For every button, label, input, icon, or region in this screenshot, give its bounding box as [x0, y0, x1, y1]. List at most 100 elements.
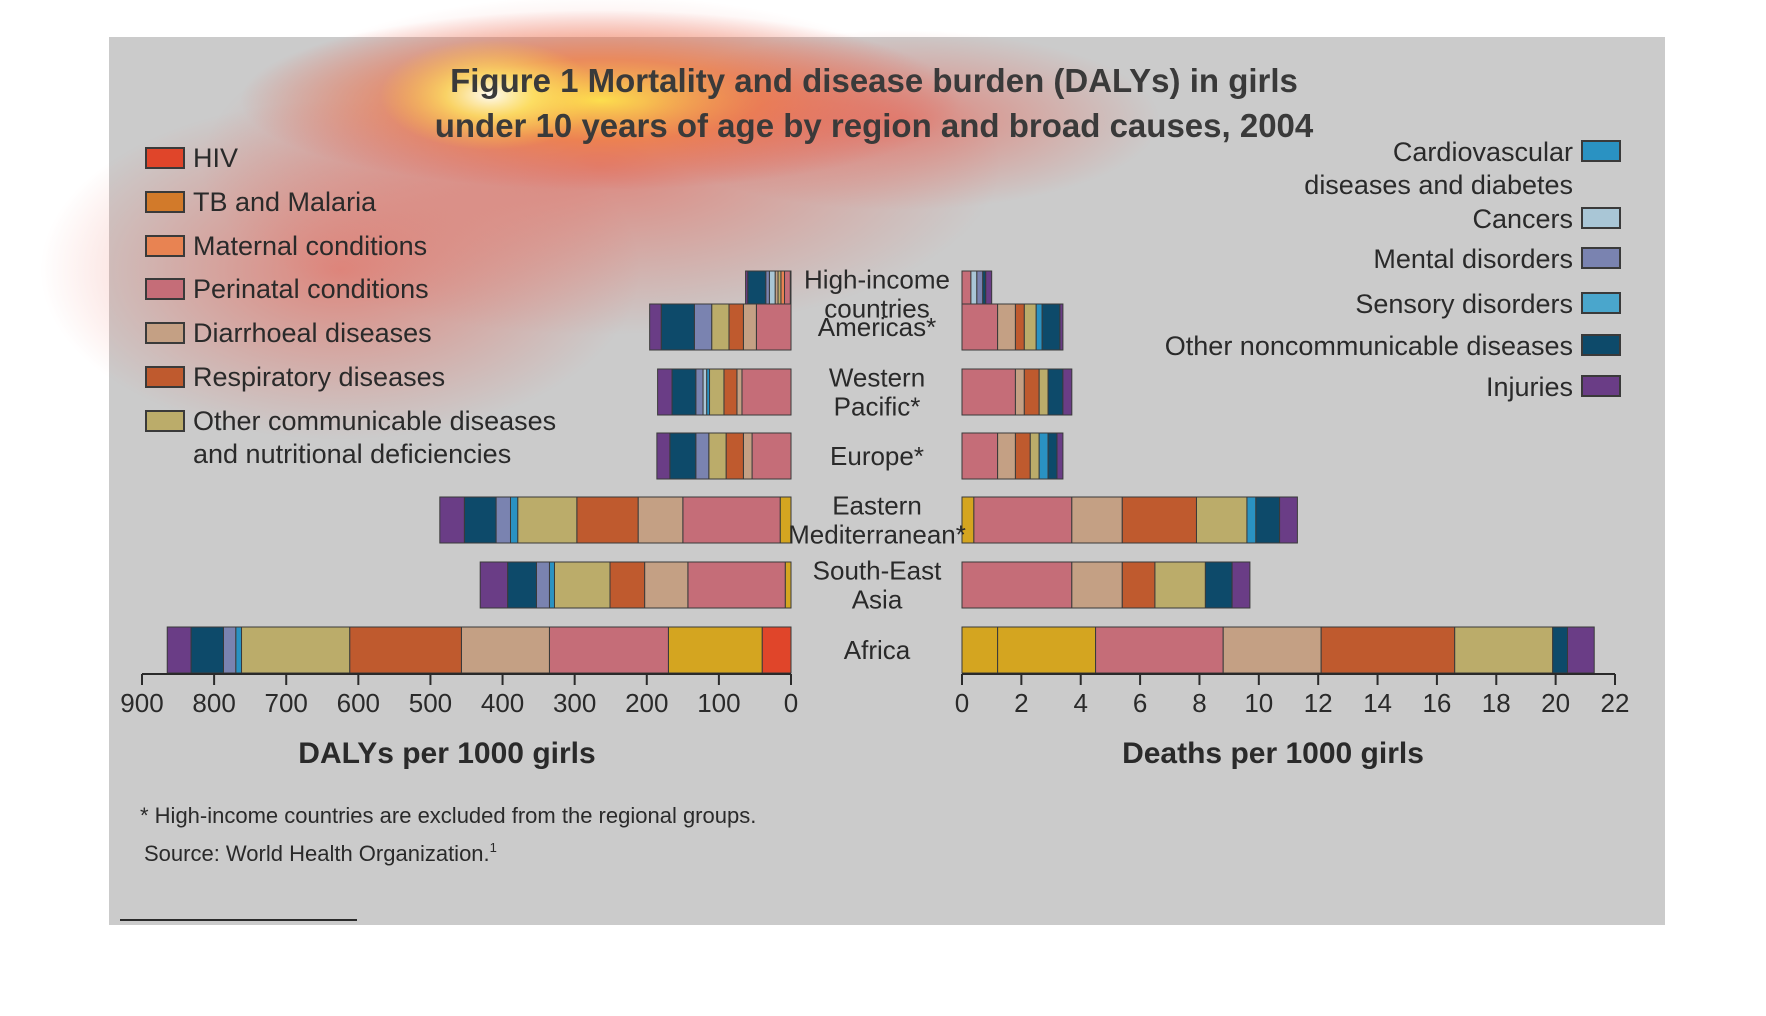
region-label-line: Europe* [830, 441, 924, 471]
deaths-x-axis: 0 2 4 6 8 10 12 14 16 18 20 22 Deaths per 1000 girls [955, 673, 1629, 770]
deaths-tick-label: 6 [1133, 688, 1147, 718]
dalys-bar-segment [728, 303, 744, 351]
deaths-bar-segment [1029, 432, 1040, 480]
dalys-tick-label: 600 [337, 688, 380, 718]
dalys-bar-segment [693, 303, 713, 351]
dalys-bar-segment [235, 626, 243, 674]
dalys-bar-segment [736, 368, 743, 416]
legend-item: Cancers [1472, 204, 1621, 234]
source-note: Source: World Health Organization.1 [144, 840, 497, 866]
dalys-bar-segment [609, 561, 646, 609]
dalys-bar-segment [517, 496, 578, 544]
region-label: Eastern Mediterranean* [788, 491, 966, 550]
deaths-tick-label: 16 [1422, 688, 1451, 718]
deaths-bar-segment [1222, 626, 1322, 674]
dalys-bar-row [166, 626, 792, 674]
deaths-bar-segment [1204, 561, 1233, 609]
legend-swatch [145, 191, 185, 213]
legend-label: Other communicable diseases and nutrition… [193, 406, 556, 469]
legend-swatch [1581, 292, 1621, 314]
legend-item: TB and Malaria [145, 187, 377, 217]
deaths-bar-segment [961, 303, 999, 351]
dalys-bar-segment [548, 561, 555, 609]
legend-item: HIV [145, 143, 238, 173]
legend-label: HIV [193, 143, 238, 173]
deaths-tick-label: 14 [1363, 688, 1392, 718]
dalys-bar-segment [576, 496, 639, 544]
dalys-tick-label: 500 [409, 688, 452, 718]
legend-label-line: Injuries [1486, 372, 1573, 402]
deaths-bar-row [961, 561, 1251, 609]
region-label: Europe* [830, 441, 924, 471]
legend-label: Sensory disorders [1355, 289, 1573, 319]
legend-swatch [1581, 140, 1621, 162]
legend-item: Cardiovascular diseases and diabetes [1304, 137, 1621, 200]
region-label-line: Pacific* [834, 392, 921, 422]
deaths-chart: 0 2 4 6 8 10 12 14 16 18 20 22 Deaths per 1000 girls [955, 270, 1629, 770]
deaths-bar-segment [1014, 368, 1025, 416]
heat-core [380, 40, 600, 150]
legend-label-line: Maternal conditions [193, 231, 427, 261]
legend-label: Perinatal conditions [193, 274, 429, 304]
legend-item: Mental disorders [1373, 244, 1621, 274]
deaths-tick-label: 8 [1192, 688, 1206, 718]
legend-swatch [1581, 207, 1621, 229]
deaths-bar-segment [997, 432, 1016, 480]
legend-label: Maternal conditions [193, 231, 427, 261]
dalys-bar-segment [784, 561, 792, 609]
deaths-bar-segment [1023, 303, 1037, 351]
dalys-bar-row [439, 496, 792, 544]
dalys-bar-segment [751, 432, 792, 480]
dalys-bar-segment [702, 368, 708, 416]
legend-label: Other noncommunicable diseases [1165, 331, 1573, 361]
region-label-line: Western [829, 363, 925, 393]
source-superscript: 1 [490, 840, 497, 855]
dalys-bar-segment [463, 496, 497, 544]
attention-heatmap-overlay [40, 0, 1160, 440]
deaths-bar-segment [1567, 626, 1595, 674]
deaths-bar-segment [1062, 368, 1073, 416]
dalys-tick-label: 0 [784, 688, 798, 718]
dalys-tick-label: 700 [265, 688, 308, 718]
deaths-bar-segment [973, 496, 1073, 544]
region-label-line: High-income [804, 265, 950, 295]
deaths-bar-segment [1023, 368, 1040, 416]
deaths-bar-segment [1047, 432, 1058, 480]
deaths-tick-label: 0 [955, 688, 969, 718]
deaths-bar-segment [1195, 496, 1248, 544]
footnote: * High-income countries are excluded fro… [140, 803, 756, 828]
legend-label-line: Other noncommunicable diseases [1165, 331, 1573, 361]
legend-label-line: diseases and diabetes [1304, 170, 1573, 200]
deaths-bar-segment [1095, 626, 1224, 674]
region-label-line: Africa [844, 635, 911, 665]
legend-item: Respiratory diseases [145, 362, 445, 392]
deaths-bar-segment [1246, 496, 1257, 544]
dalys-bar-row [656, 432, 792, 480]
figure-title-line-1: Figure 1 Mortality and disease burden (D… [450, 62, 1298, 99]
deaths-bar-segment [1059, 303, 1064, 351]
dalys-bar-segment [682, 496, 781, 544]
dalys-bar-segment [509, 496, 519, 544]
deaths-bar-segment [1231, 561, 1251, 609]
deaths-bar-row [961, 303, 1064, 351]
dalys-tick-label: 800 [192, 688, 235, 718]
dalys-bar-segment [660, 303, 695, 351]
deaths-bar-segment [997, 303, 1016, 351]
dalys-bar-segment [742, 303, 757, 351]
dalys-bar-segment [553, 561, 611, 609]
dalys-bar-segment [649, 303, 662, 351]
legend-label-line: Mental disorders [1373, 244, 1573, 274]
region-label-line: Asia [852, 585, 903, 615]
deaths-bar-segment [1552, 626, 1569, 674]
dalys-bar-segment [190, 626, 224, 674]
deaths-bar-segment [997, 626, 1097, 674]
legend-right: Cardiovascular diseases and diabetes Cance… [1165, 137, 1621, 402]
legend-swatch [145, 278, 185, 300]
deaths-bar-segment [1038, 368, 1049, 416]
deaths-bar-segment [1014, 432, 1031, 480]
legend-item: Diarrhoeal diseases [145, 318, 432, 348]
dalys-bar-segment [656, 432, 671, 480]
dalys-bar-segment [637, 496, 684, 544]
dalys-tick-label: 100 [697, 688, 740, 718]
deaths-bar-row [961, 368, 1073, 416]
